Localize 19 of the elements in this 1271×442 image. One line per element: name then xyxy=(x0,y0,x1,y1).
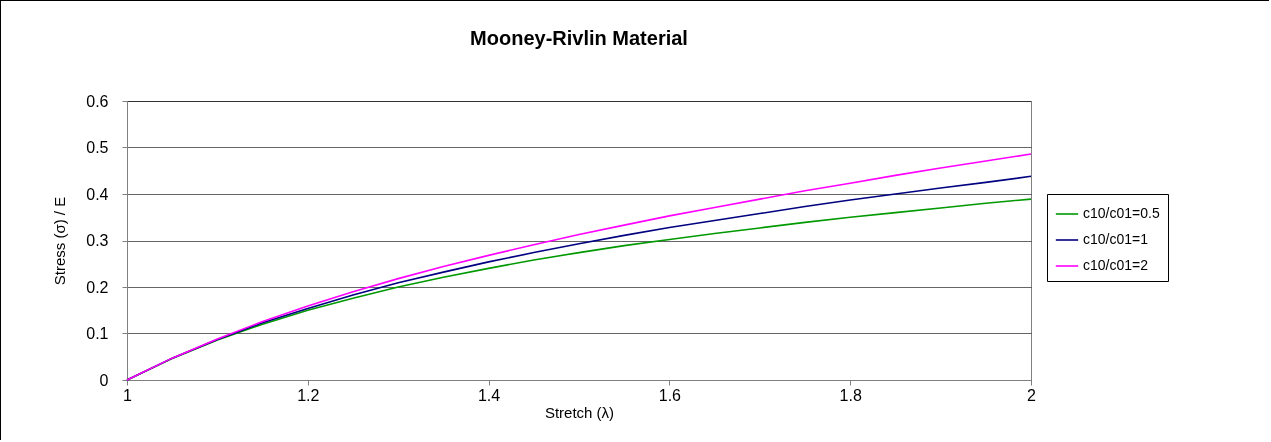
y-tick-label: 0.6 xyxy=(86,92,109,110)
y-tick-label: 0.1 xyxy=(86,325,109,342)
x-axis-title: Stretch (λ) xyxy=(544,403,615,421)
y-tick-label: 0 xyxy=(99,371,109,389)
y-tick-label: 0.3 xyxy=(86,232,109,249)
x-tick-label: 1.8 xyxy=(839,386,862,404)
chart-title: Mooney-Rivlin Material xyxy=(470,27,688,49)
legend-label: c10/c01=2 xyxy=(1083,257,1149,273)
x-tick-label: 2 xyxy=(1027,386,1037,404)
x-tick-label: 1.4 xyxy=(477,386,501,404)
y-axis-title: Stress (σ) / E xyxy=(51,196,69,286)
y-tick-label: 0.4 xyxy=(86,185,109,203)
y-tick-label: 0.5 xyxy=(86,139,109,156)
x-tick-label: 1.2 xyxy=(297,386,320,404)
y-tick-label: 0.2 xyxy=(86,278,109,296)
x-tick-label: 1 xyxy=(123,386,133,404)
legend-label: c10/c01=1 xyxy=(1083,231,1149,247)
x-tick-label: 1.6 xyxy=(658,386,682,404)
legend-label: c10/c01=0.5 xyxy=(1083,205,1160,221)
